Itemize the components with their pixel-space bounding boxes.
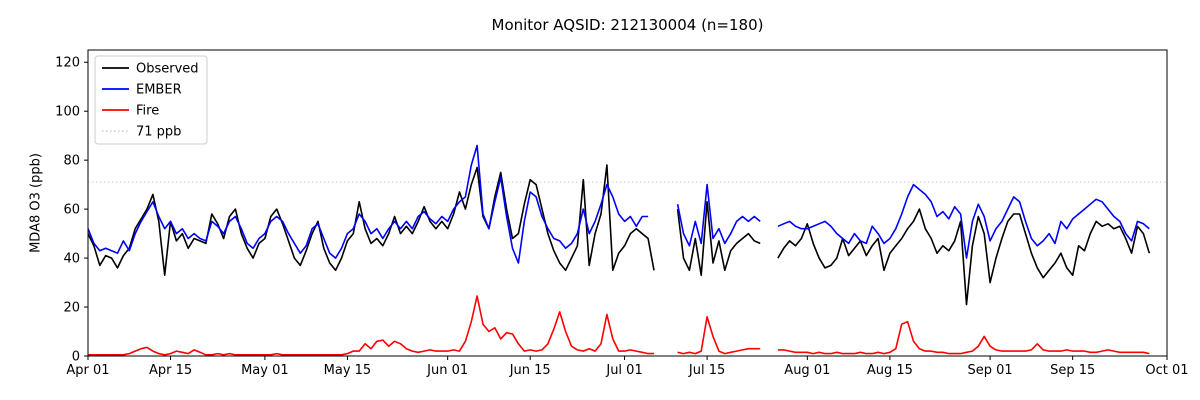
legend-label: 71 ppb — [136, 125, 181, 140]
x-tick-label: Jul 15 — [688, 363, 725, 378]
axes-box — [87, 49, 1168, 357]
legend-box — [94, 55, 208, 145]
x-tick-label: Oct 01 — [1145, 363, 1188, 378]
x-tick-label: Sep 01 — [968, 363, 1013, 378]
x-tick-label: Jul 01 — [605, 363, 642, 378]
series-line-observed — [88, 164, 1151, 306]
x-tick-label: Apr 01 — [66, 363, 109, 378]
y-tick-label: 120 — [55, 56, 80, 71]
y-axis-label: MDA8 O3 (ppb) — [28, 153, 44, 253]
y-tick-label: 80 — [63, 154, 80, 169]
x-tick-label: Apr 15 — [149, 363, 192, 378]
x-tick-label: Aug 15 — [867, 363, 913, 378]
series-line-fire — [88, 295, 1150, 356]
legend-label: Fire — [136, 104, 159, 119]
y-tick-label: 20 — [63, 301, 80, 316]
y-tick-label: 60 — [63, 203, 80, 218]
y-tick-label: 40 — [63, 252, 80, 267]
x-tick-label: Jun 01 — [426, 363, 468, 378]
series-line-ember — [88, 144, 1150, 264]
chart-title: Monitor AQSID: 212130004 (n=180) — [491, 16, 764, 34]
y-tick-label: 0 — [72, 350, 80, 365]
x-tick-label: Jun 15 — [509, 363, 551, 378]
legend-label: EMBER — [136, 83, 182, 98]
y-tick-label: 100 — [55, 105, 80, 120]
x-tick-label: Sep 15 — [1050, 363, 1095, 378]
x-tick-label: May 01 — [241, 363, 289, 378]
x-tick-label: Aug 01 — [784, 363, 830, 378]
x-tick-label: May 15 — [324, 363, 372, 378]
legend-label: Observed — [136, 62, 199, 77]
